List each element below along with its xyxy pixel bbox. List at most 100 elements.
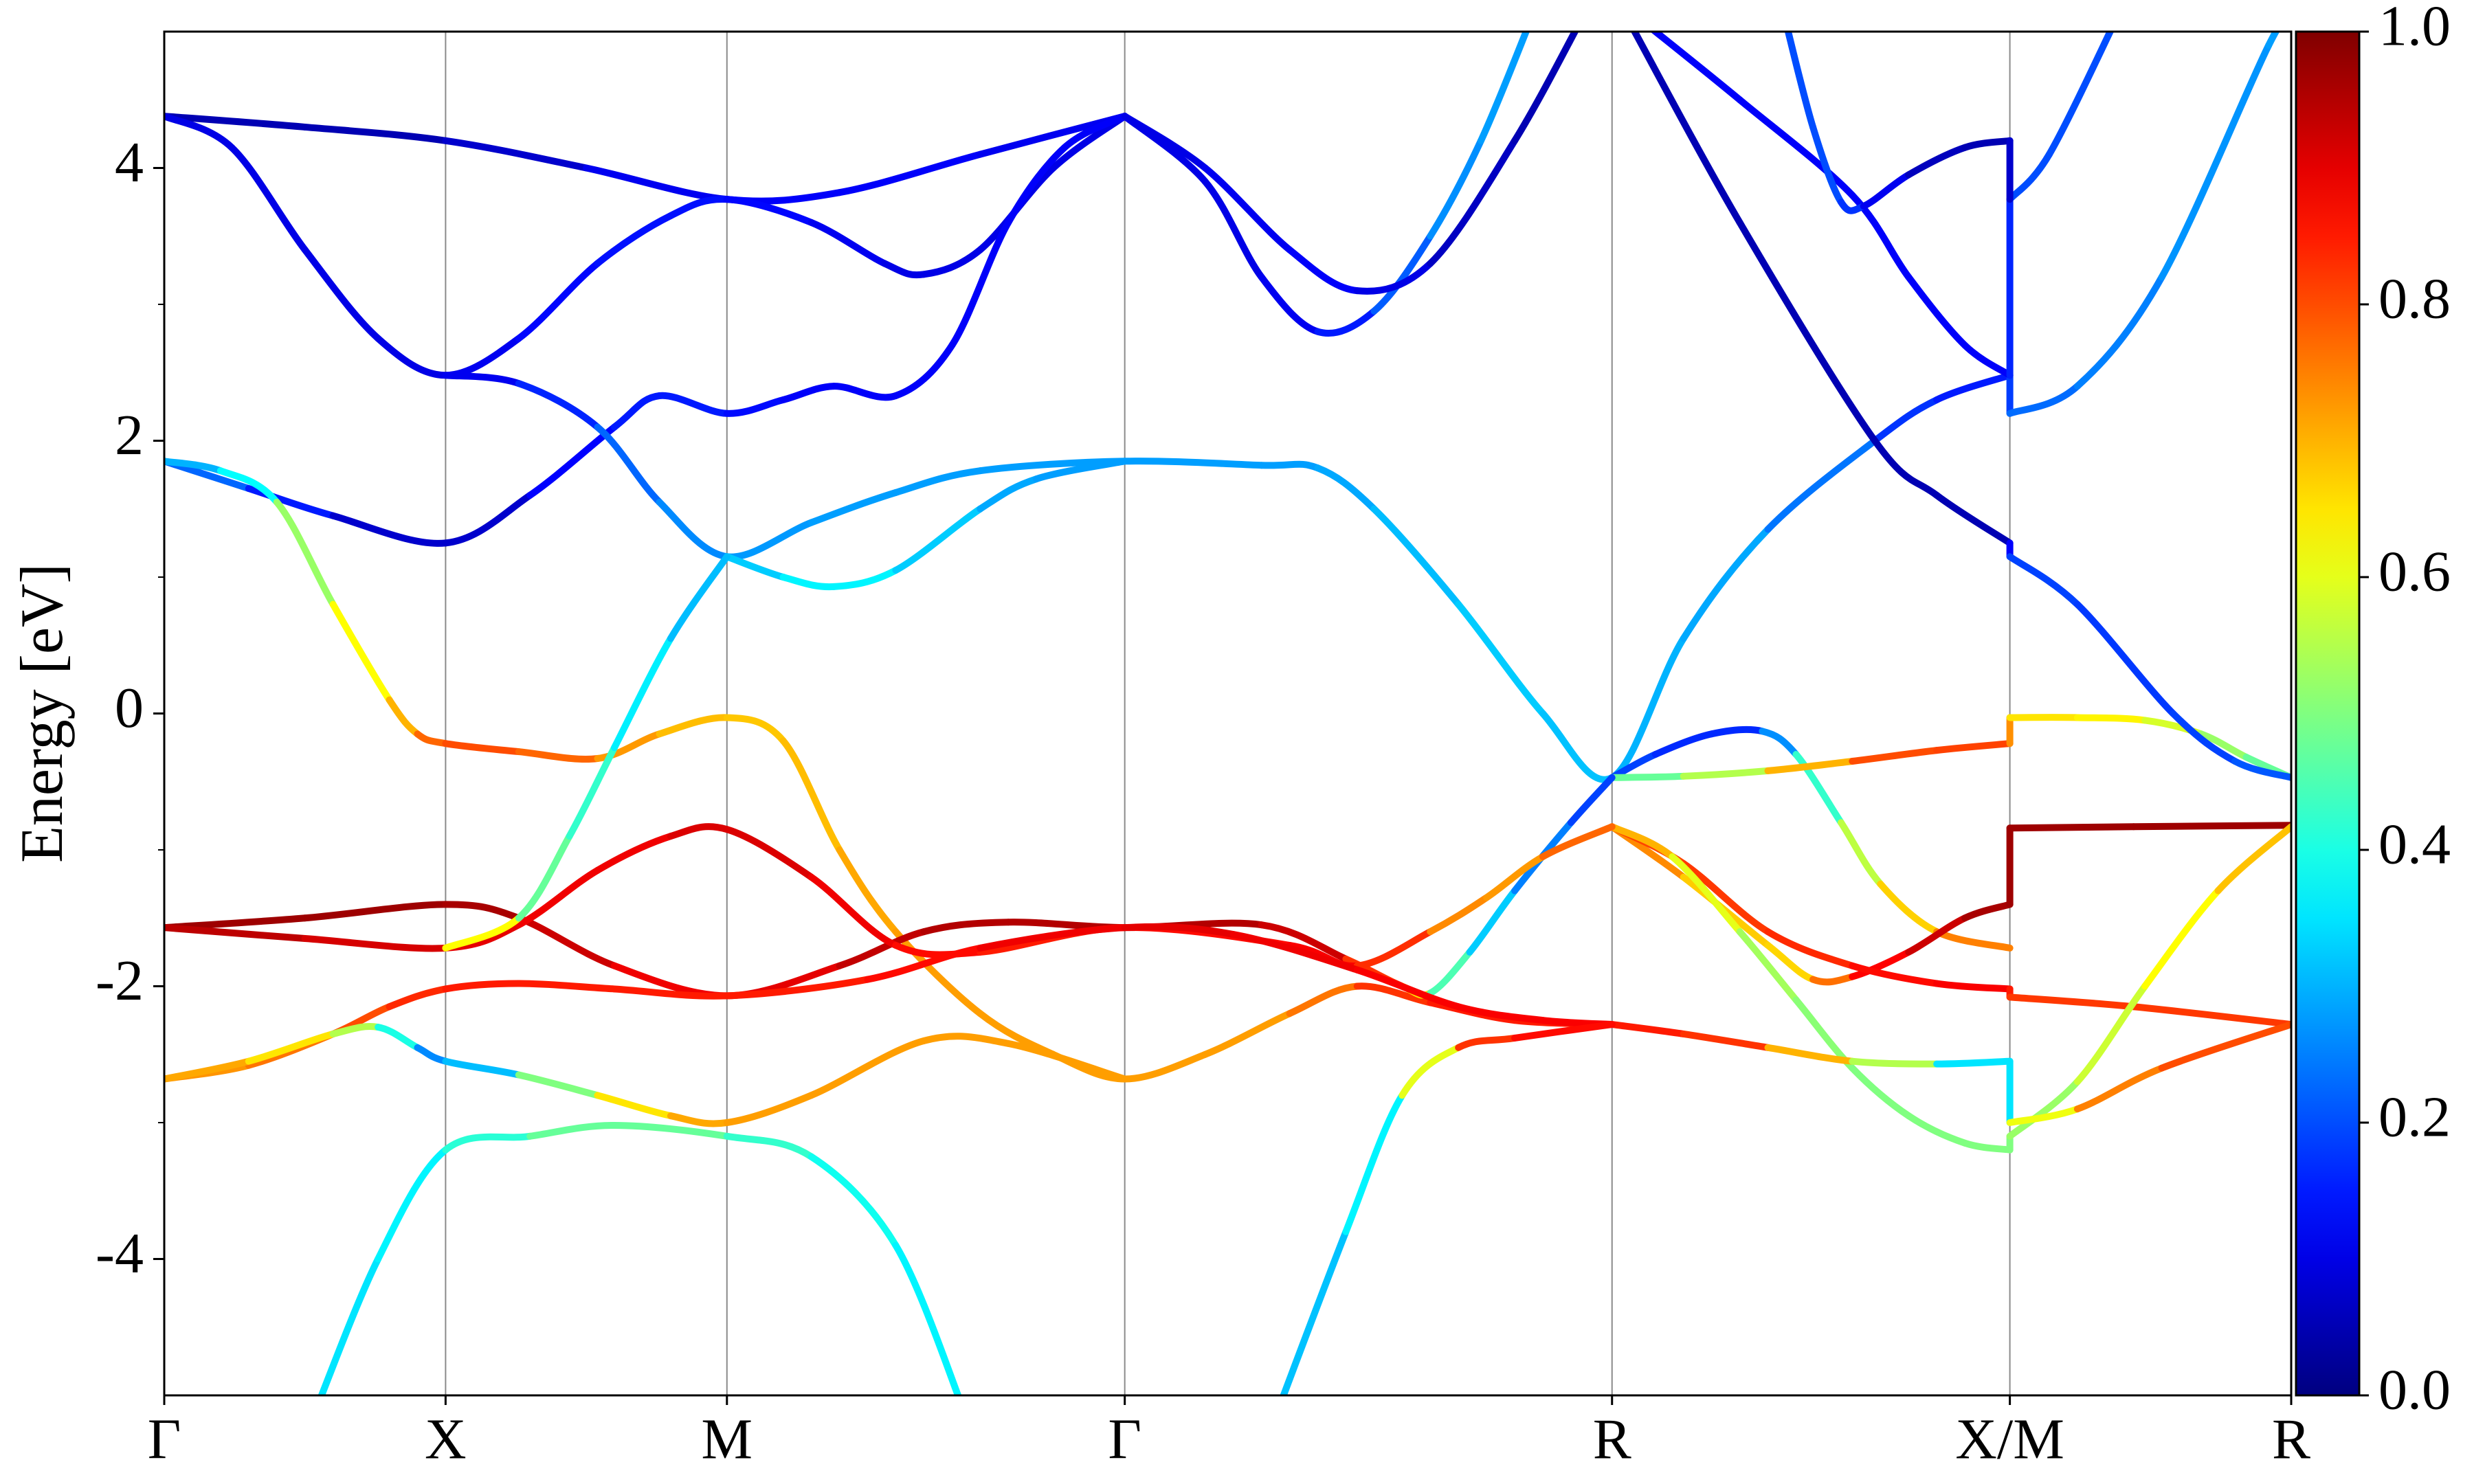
band-segment: [2214, 823, 2291, 895]
band-segment: [583, 164, 731, 203]
band-segment: [1736, 928, 1800, 1004]
band-segment: [1005, 1039, 1128, 1083]
band-segment: [1708, 726, 1766, 738]
band-segment: [836, 846, 900, 936]
band-segment: [1483, 853, 1547, 901]
band-segment: [526, 1121, 618, 1140]
band-segment: [1809, 973, 1856, 986]
band-segment: [329, 600, 393, 704]
band-segment: [1121, 458, 1265, 469]
band-segment: [1759, 728, 1800, 758]
band-segment: [723, 826, 815, 881]
band-segment: [329, 512, 449, 547]
band-segment: [1680, 767, 1772, 780]
y-tick-label: 0: [115, 676, 144, 740]
band-segment: [1680, 859, 1772, 936]
band-segment: [1792, 751, 1845, 827]
band-segment: [1511, 1021, 1616, 1042]
x-tick-label: X/M: [1955, 1407, 2064, 1471]
band-segment: [1680, 526, 1772, 642]
band-segment: [1871, 396, 1941, 445]
band-segment: [611, 1121, 731, 1140]
band-segment: [526, 423, 618, 499]
band-segment: [830, 383, 900, 401]
band-segment: [1353, 982, 1434, 1007]
band-segment: [2006, 823, 2137, 832]
band-segment: [1121, 923, 1237, 938]
band-segment: [1314, 307, 1378, 337]
band-segment: [977, 924, 1128, 952]
band-segment: [1651, 730, 1715, 758]
band-segment: [920, 246, 984, 278]
band-segment: [920, 1033, 1012, 1047]
x-tick-label: Γ: [1108, 1407, 1141, 1471]
band-segment: [515, 833, 573, 922]
band-segment: [2130, 1003, 2291, 1028]
band-segment: [245, 1030, 337, 1065]
band-segment: [1608, 823, 1676, 860]
band-segment: [1201, 178, 1265, 281]
band-segment: [386, 696, 421, 738]
band-segment: [515, 980, 618, 993]
band-segment: [301, 123, 449, 144]
band-segment: [164, 458, 224, 475]
band-segment: [1455, 1034, 1519, 1051]
band-segment: [1201, 1010, 1293, 1058]
band-segment: [1669, 853, 1743, 936]
y-tick-label: 4: [115, 131, 144, 194]
band-segment: [1961, 137, 2014, 151]
band-segment: [779, 574, 838, 591]
colorbar: [2295, 30, 2361, 1397]
band-segment: [442, 980, 522, 993]
band-segment: [1353, 928, 1434, 969]
band-segment: [2006, 1105, 2081, 1126]
band-segment: [2073, 982, 2149, 1086]
band-segment: [515, 748, 601, 763]
band-segment: [667, 1112, 731, 1127]
band-segment: [2158, 1021, 2291, 1072]
band-segment: [442, 335, 522, 379]
band-segment: [1764, 437, 1879, 533]
band-segment: [1961, 341, 2014, 379]
band-segment: [1353, 260, 1434, 295]
band-segment: [2265, 32, 2280, 49]
band-segment: [386, 985, 449, 1011]
band-segment: [1005, 144, 1069, 226]
band-segment: [1736, 218, 1879, 445]
band-segment: [1933, 372, 2014, 403]
band-segment: [1121, 113, 1209, 172]
band-segment: [1061, 113, 1128, 151]
band-segment: [1427, 948, 1473, 997]
band-segment: [301, 901, 449, 922]
band-segment: [1860, 171, 1913, 210]
x-tick-label: X: [425, 1407, 467, 1471]
band-segment: [611, 392, 663, 431]
band-segment: [1849, 962, 1941, 987]
band-segment: [2231, 757, 2291, 781]
band-segment: [442, 372, 522, 387]
band-segment: [1764, 941, 1817, 983]
band-segment: [1784, 32, 1817, 131]
band-segment: [1608, 1021, 1687, 1037]
band-segment: [1427, 137, 1484, 240]
band-segment: [1849, 1064, 1913, 1120]
band-segment: [1455, 1003, 1547, 1024]
band-segment: [594, 730, 663, 763]
band-segment: [566, 744, 618, 840]
band-segment: [1258, 921, 1350, 963]
band-segment: [1342, 1092, 1406, 1235]
plot-frame: [163, 30, 2293, 1397]
y-axis-label: Energy [eV]: [9, 563, 76, 863]
band-segment: [892, 341, 956, 399]
y-tick-label: -2: [96, 949, 144, 1013]
band-segment: [414, 730, 449, 747]
colorbar-tick-label: 0.2: [2378, 1085, 2451, 1149]
band-segment: [442, 491, 534, 547]
band-segment: [1201, 164, 1293, 254]
band-segment: [515, 380, 601, 431]
band-segment: [164, 113, 236, 151]
colorbar-tick-label: 0.8: [2378, 267, 2451, 330]
band-segment: [1427, 894, 1491, 936]
band-segment: [442, 137, 590, 172]
